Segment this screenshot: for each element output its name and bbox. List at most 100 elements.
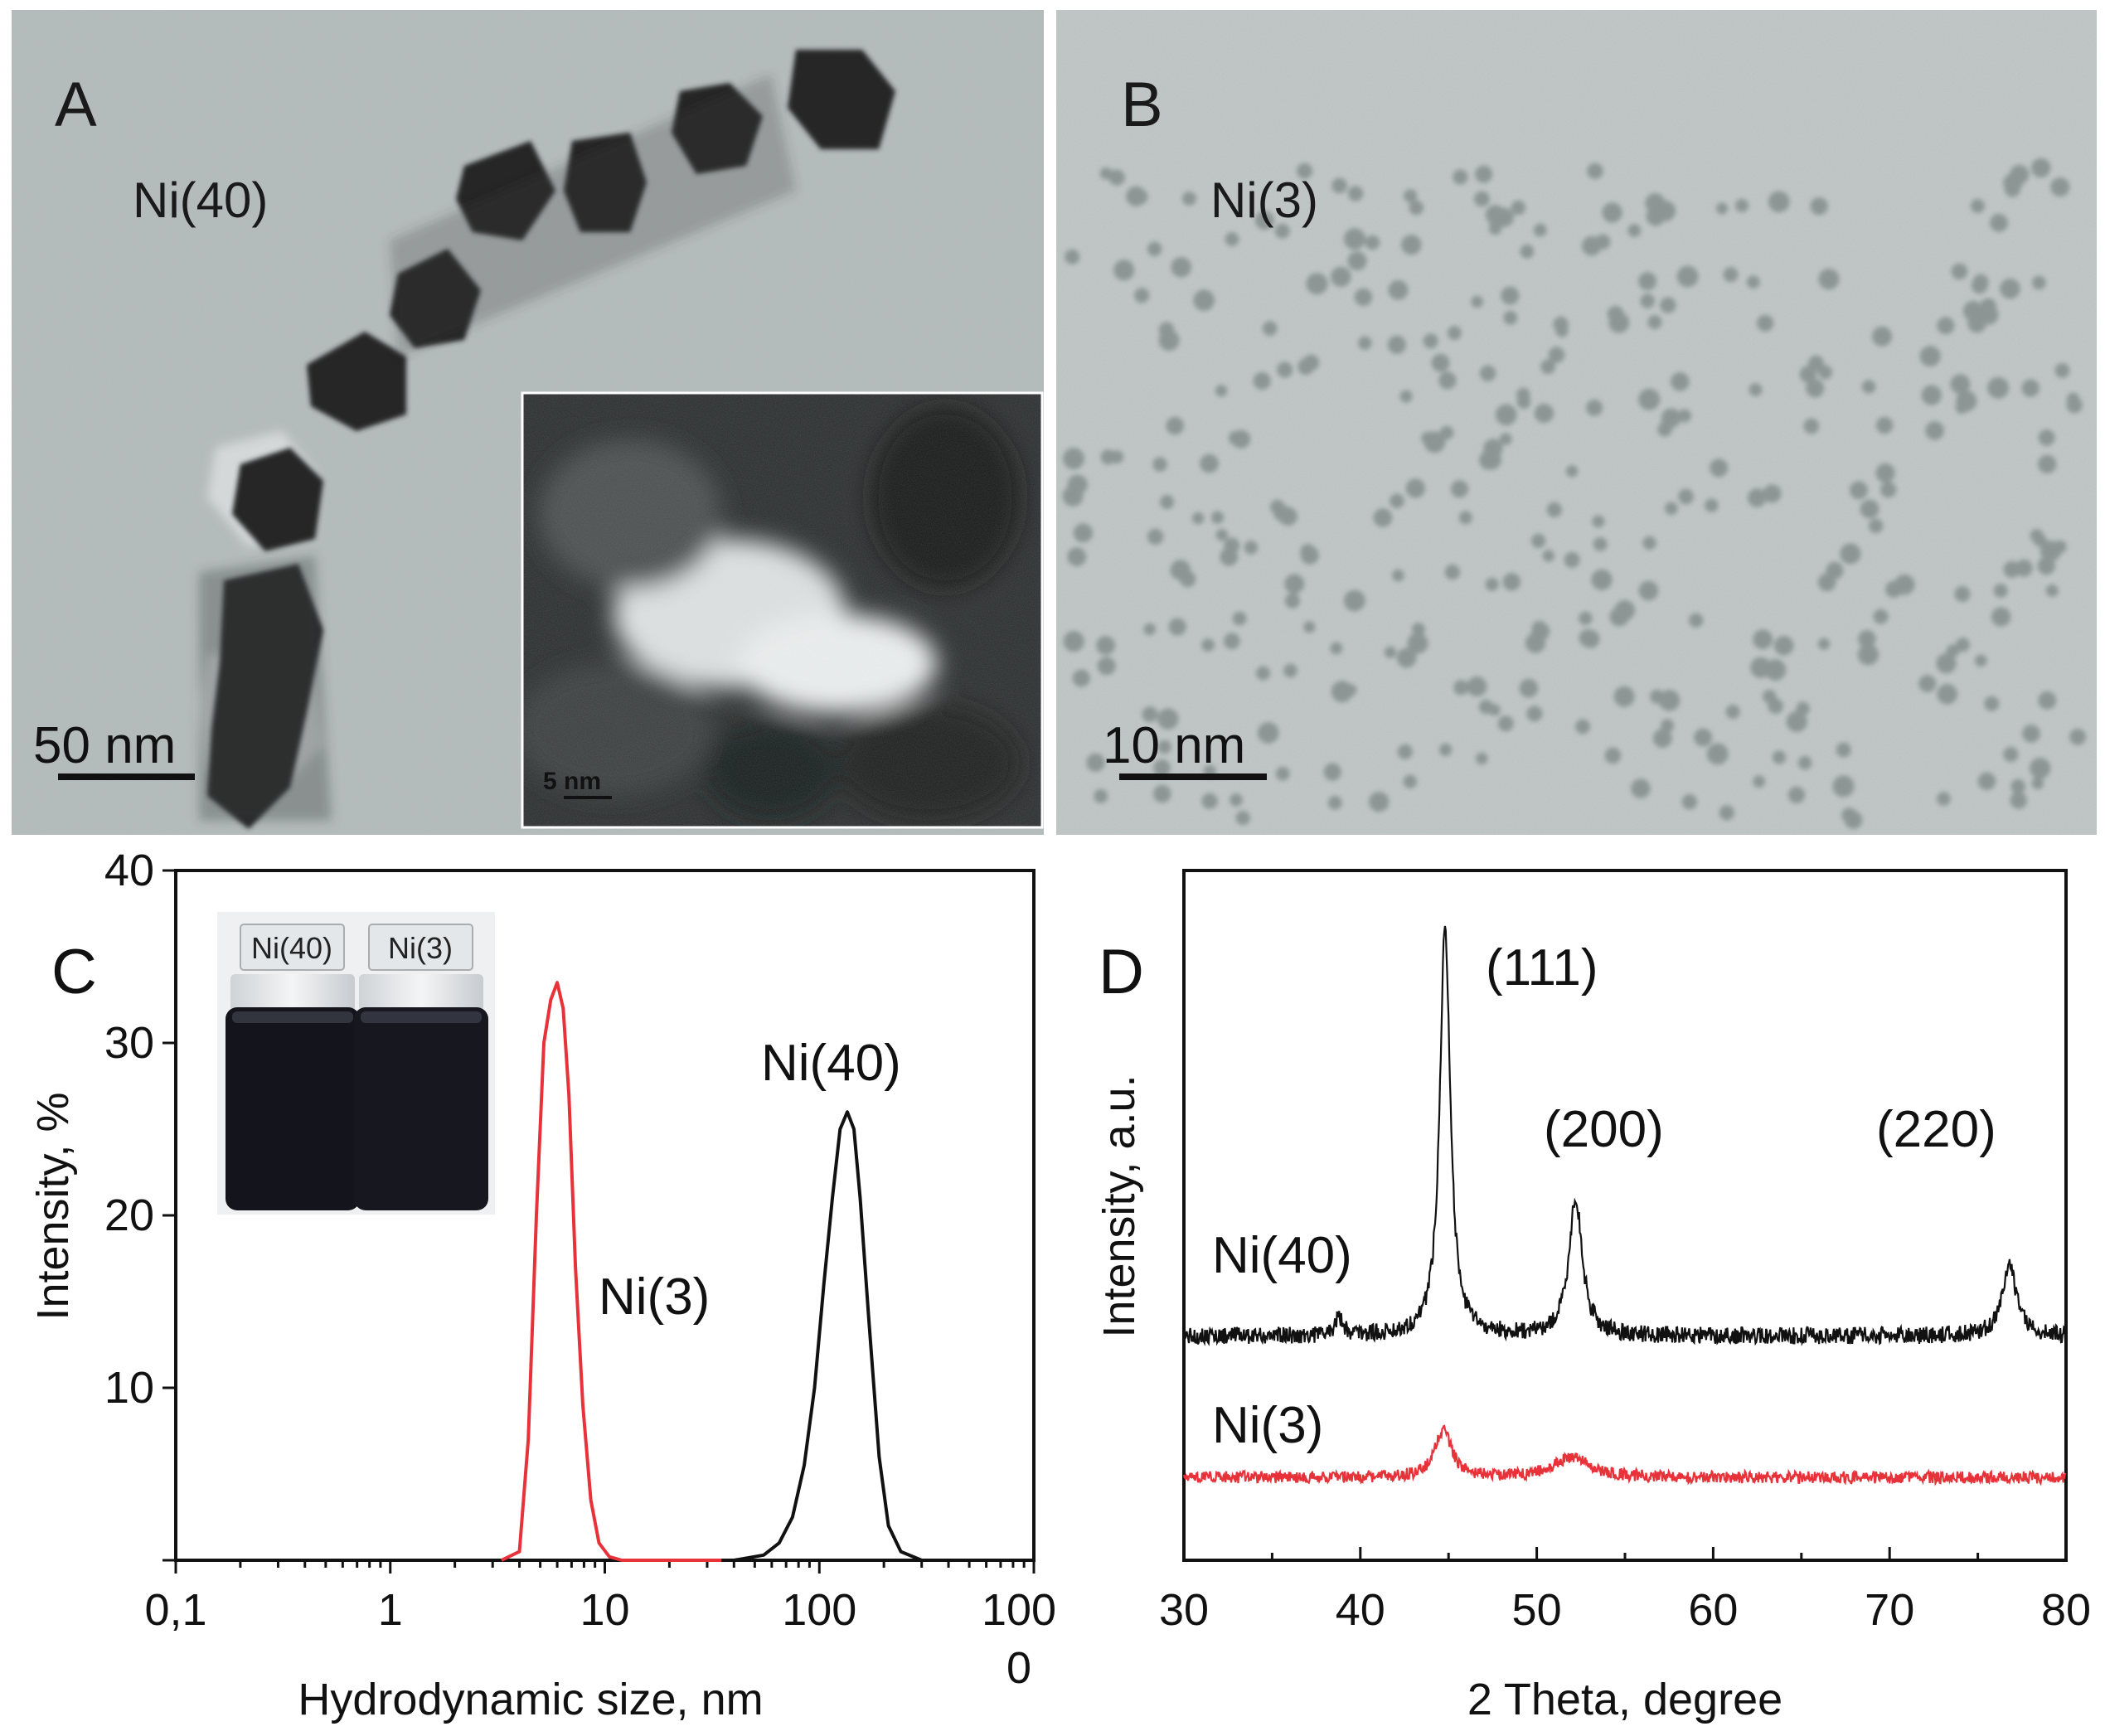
nanoparticle-dot [1586, 400, 1603, 416]
nanoparticle-dot [1097, 657, 1116, 676]
nanoparticle-dot [1439, 743, 1453, 757]
nanoparticle-dot [1614, 599, 1636, 621]
nanoparticle-dot [1168, 618, 1186, 636]
nanoparticle-dot [1678, 409, 1691, 423]
series-label-ni3-d: Ni(3) [1212, 1397, 1323, 1454]
nanoparticle-dot [1224, 633, 1240, 650]
nanoparticle-dot [1387, 335, 1406, 354]
nanoparticle-dot [1475, 165, 1493, 183]
nanoparticle-dot [1501, 286, 1520, 305]
x-tick-label: 10 [580, 1585, 629, 1635]
nanoparticle-dot [1215, 385, 1228, 397]
nanoparticle-dot [1373, 508, 1393, 527]
nanoparticle-dot [1531, 533, 1546, 549]
panel-b-scalebar [1119, 773, 1267, 780]
nanoparticle-dot [1392, 569, 1404, 582]
nanoparticle-dot [1065, 249, 1080, 264]
panel-a-scalebar [58, 773, 195, 780]
nanoparticle-dot [1806, 379, 1825, 398]
nanoparticle-dot [2010, 778, 2025, 794]
panel-b-scalebar-label: 10 nm [1103, 717, 1245, 774]
nanoparticle-dot [1602, 202, 1622, 223]
nanoparticle-dot [1407, 633, 1428, 654]
nanoparticle-dot [1228, 430, 1243, 445]
x-tick-label: 40 [1336, 1585, 1385, 1635]
nanoparticle-dot [1273, 505, 1291, 522]
nanoparticle-dot [1405, 478, 1425, 498]
nanoparticle-dot [2000, 279, 2020, 299]
nanoparticle-dot [1516, 387, 1530, 402]
chart-c-series [501, 981, 1025, 1562]
nanoparticle-dot [1275, 766, 1290, 781]
nanoparticle-dot [1467, 676, 1487, 697]
nanoparticle-dot [1608, 312, 1630, 333]
nanoparticle-dot [1235, 811, 1250, 826]
chart-d-series [1182, 925, 2067, 1486]
nanoparticle-dot [1660, 297, 1676, 313]
nanoparticle-dot [1817, 638, 1831, 650]
nanoparticle-dot [1869, 518, 1884, 534]
vial-ni40 [226, 924, 360, 1210]
nanoparticle-dot [1880, 482, 1897, 498]
nanoparticle-dot [2003, 746, 2019, 763]
chart-c-x-ticks: 0,1 1 10 100 100 0 [144, 1560, 1056, 1693]
nanoparticle-dot [1946, 644, 1960, 657]
nanoparticle-dot [1763, 484, 1782, 503]
nanoparticle-dot [1384, 646, 1397, 658]
nanoparticle-dot [1344, 228, 1365, 250]
nanoparticle-dot [1706, 743, 1729, 765]
nanoparticle-dot [1344, 684, 1357, 696]
panel-b-letter: B [1121, 70, 1163, 140]
nanoparticle-dot [1134, 288, 1150, 303]
nanoparticle-dot [1358, 336, 1372, 350]
panel-b-sample-label: Ni(3) [1210, 172, 1318, 228]
panel-a-inset-scalebar [564, 796, 612, 799]
nanoparticle-dot [1502, 573, 1521, 591]
series-label-ni3: Ni(3) [599, 1268, 710, 1326]
nanoparticle-dot [1327, 795, 1342, 810]
nanoparticle-dot [1331, 177, 1347, 194]
nanoparticle-dot [1857, 644, 1879, 666]
nanoparticle-dot [1113, 259, 1135, 281]
nanoparticle-dot [2010, 792, 2027, 809]
nanoparticle-dot [1390, 493, 1404, 509]
panel-c-letter: C [51, 937, 97, 1007]
nanoparticle-dot [1967, 313, 1986, 333]
nanoparticle-dot [1984, 696, 2000, 711]
nanoparticle-dot [1803, 418, 1820, 434]
nanoparticle-dot [1369, 792, 1390, 812]
nanoparticle-dot [1488, 221, 1502, 235]
nanoparticle-dot [1526, 706, 1543, 722]
nanoparticle-dot [1640, 293, 1656, 308]
nanoparticle-dot [1534, 403, 1554, 424]
nanoparticle-chain [199, 50, 895, 829]
panel-a-inset [522, 393, 1042, 827]
nanoparticle-dot [1873, 609, 1889, 624]
nanoparticle-dot [1689, 613, 1704, 628]
nanoparticle-dot [1485, 577, 1499, 591]
nanoparticle-dot [1642, 536, 1656, 550]
nanoparticle-dot [1768, 191, 1790, 213]
series-label-ni40: Ni(40) [761, 1035, 901, 1092]
nanoparticle-dot [1638, 272, 1657, 291]
nanoparticle-dot [1665, 502, 1678, 515]
nanoparticle-dot [1875, 416, 1894, 434]
nanoparticle-dot [1725, 705, 1740, 719]
nanoparticle-dot [1810, 197, 1828, 216]
nanoparticle-dot [1453, 169, 1468, 185]
nanoparticle-dot [1200, 453, 1219, 473]
chart-d-ylabel: Intensity, a.u. [1094, 1074, 1144, 1337]
nanoparticle-dot [1719, 805, 1734, 821]
nanoparticle-dot [2032, 275, 2046, 290]
nanoparticle-dot [1951, 263, 1968, 280]
nanoparticle-dot [1108, 169, 1125, 186]
chart-d-frame [1182, 869, 2068, 1562]
nanoparticle-dot [1147, 241, 1162, 256]
nanoparticle-dot [1671, 372, 1690, 391]
panel-a-scalebar-label: 50 nm [33, 717, 176, 774]
nanoparticle-dot [1396, 647, 1417, 668]
nanoparticle-dot [1232, 611, 1247, 626]
nanoparticle-dot [1977, 772, 1996, 790]
series-line-ni3 [501, 981, 722, 1562]
nanoparticle-dot [1423, 333, 1438, 349]
